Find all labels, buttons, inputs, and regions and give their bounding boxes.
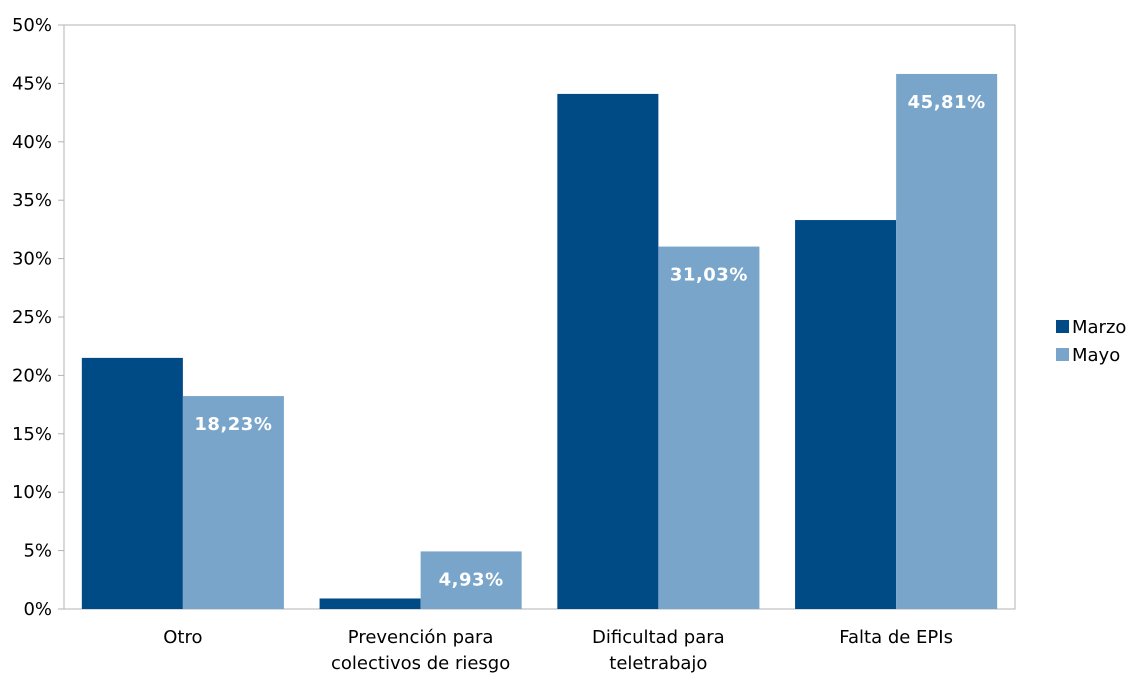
bar-mayo bbox=[182, 396, 284, 609]
bar-marzo bbox=[557, 93, 659, 610]
bar-marzo bbox=[81, 357, 183, 609]
data-label: 18,23% bbox=[194, 414, 272, 435]
bar-mayo bbox=[658, 246, 760, 610]
y-tick-label: 40% bbox=[12, 132, 52, 153]
bar-marzo bbox=[795, 220, 897, 609]
data-label: 31,03% bbox=[670, 265, 748, 286]
x-tick-label: teletrabajo bbox=[609, 653, 707, 674]
x-tick-label: Dificultad para bbox=[592, 627, 725, 648]
data-label: 4,93% bbox=[439, 569, 504, 590]
data-labels: 18,23% 4,93% 31,03% 45,81% bbox=[194, 92, 985, 590]
legend: Marzo Mayo bbox=[1056, 317, 1126, 366]
bar-mayo bbox=[420, 551, 522, 609]
y-axis: 0% 5% 10% 15% 20% 25% 30% 35% 40% 45% 50% bbox=[12, 15, 64, 620]
y-tick-label: 0% bbox=[23, 599, 52, 620]
y-tick-label: 5% bbox=[23, 541, 52, 562]
y-tick-label: 50% bbox=[12, 15, 52, 36]
y-tick-label: 15% bbox=[12, 424, 52, 445]
legend-label-mayo: Mayo bbox=[1072, 345, 1120, 366]
x-tick-label: Prevención para bbox=[348, 627, 494, 648]
legend-swatch-mayo bbox=[1056, 348, 1069, 361]
bar-mayo bbox=[896, 73, 998, 609]
y-tick-label: 25% bbox=[12, 307, 52, 328]
x-tick-label: Falta de EPIs bbox=[839, 627, 953, 648]
y-tick-label: 45% bbox=[12, 73, 52, 94]
bars bbox=[81, 73, 998, 610]
y-tick-label: 10% bbox=[12, 482, 52, 503]
y-tick-label: 35% bbox=[12, 190, 52, 211]
bar-marzo bbox=[319, 598, 421, 609]
y-tick-label: 30% bbox=[12, 249, 52, 270]
y-tick-label: 20% bbox=[12, 365, 52, 386]
x-tick-label: colectivos de riesgo bbox=[331, 653, 510, 674]
legend-swatch-marzo bbox=[1056, 320, 1069, 333]
legend-label-marzo: Marzo bbox=[1072, 317, 1126, 338]
data-label: 45,81% bbox=[908, 92, 986, 113]
x-axis: Otro Prevención para colectivos de riesgo D… bbox=[163, 627, 953, 674]
x-tick-label: Otro bbox=[163, 627, 202, 648]
